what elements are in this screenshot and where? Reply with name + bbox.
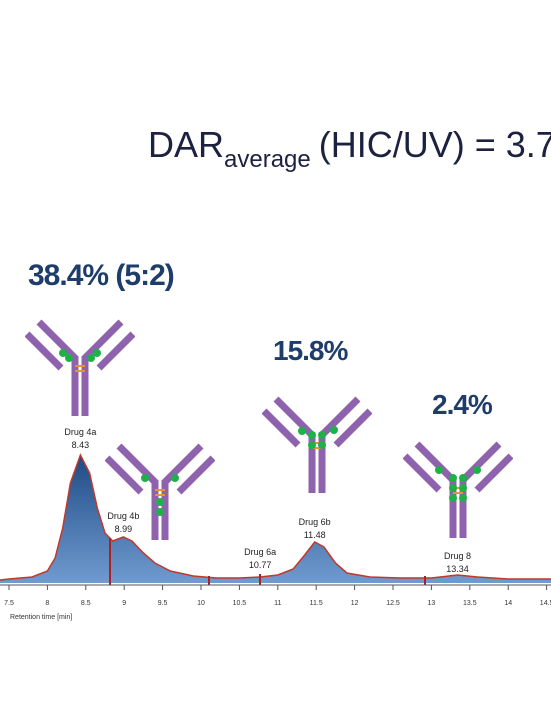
peak-name: Drug 8: [444, 551, 471, 561]
trace-line: [0, 453, 551, 581]
x-tick-label: 8: [45, 600, 49, 607]
x-tick-label: 10.5: [233, 600, 247, 607]
annotation: 38.4% (5:2): [28, 259, 174, 292]
x-axis-label: Retention time [min]: [10, 614, 72, 621]
annotation: 15.8%: [273, 335, 348, 366]
x-tick-label: 10: [197, 600, 205, 607]
x-tick-label: 13.5: [463, 600, 477, 607]
peak-area: [0, 455, 551, 583]
antibody: [107, 446, 213, 540]
annotation: 2.4%: [432, 389, 493, 420]
x-tick-label: 11: [274, 600, 281, 607]
peak-name: Drug 6b: [299, 517, 331, 527]
antibody: [405, 444, 511, 538]
antibody-icons: [27, 322, 511, 540]
x-tick-label: 12.5: [386, 600, 400, 607]
plot: [0, 453, 551, 583]
x-tick-label: 8.5: [81, 600, 91, 607]
x-tick-label: 11.5: [310, 600, 323, 607]
x-tick-label: 13: [428, 600, 436, 607]
x-tick-label: 9.5: [158, 600, 168, 607]
x-tick-label: 7.5: [4, 600, 14, 607]
peak-rt: 11.48: [304, 530, 326, 540]
antibody: [264, 399, 370, 493]
peak-name: Drug 4b: [107, 511, 139, 521]
x-tick-label: 14: [504, 600, 512, 607]
x-tick-label: 12: [351, 600, 359, 607]
x-tick-label: 9: [122, 600, 126, 607]
peak-rt: 8.43: [72, 440, 90, 450]
peak-rt: 13.34: [446, 564, 469, 574]
title-main: DAR: [148, 124, 224, 165]
chart-title: DARaverage (HIC/UV) = 3.7: [148, 124, 551, 173]
x-tick-label: 14.5: [540, 600, 551, 607]
peak-name: Drug 6a: [244, 547, 276, 557]
antibody: [27, 322, 133, 416]
title-subscript: average: [224, 146, 311, 173]
peak-rt: 10.77: [249, 560, 272, 570]
peak-name: Drug 4a: [64, 427, 96, 437]
title-rest: (HIC/UV) = 3.7: [319, 124, 551, 165]
peak-rt: 8.99: [115, 524, 133, 534]
